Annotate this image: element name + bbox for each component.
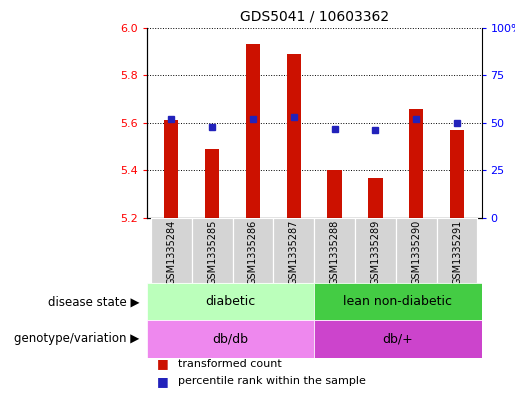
Bar [314,320,482,358]
Text: GSM1335290: GSM1335290 [411,220,421,285]
Text: GSM1335291: GSM1335291 [452,220,462,285]
Text: GSM1335285: GSM1335285 [207,220,217,285]
Text: diabetic: diabetic [205,295,255,308]
Bar [232,218,273,283]
Text: genotype/variation ▶: genotype/variation ▶ [14,332,139,345]
Text: GSM1335289: GSM1335289 [370,220,381,285]
Text: db/db: db/db [213,332,248,345]
Bar [246,44,260,218]
Text: db/+: db/+ [383,332,413,345]
Text: GSM1335288: GSM1335288 [330,220,339,285]
Bar [328,171,342,218]
Bar [286,54,301,218]
Text: GSM1335284: GSM1335284 [166,220,176,285]
Text: transformed count: transformed count [178,358,281,369]
Bar [368,178,383,218]
Bar [314,218,355,283]
Bar [437,218,477,283]
Bar [192,218,232,283]
Text: GSM1335287: GSM1335287 [289,220,299,285]
Bar [273,218,314,283]
Text: GSM1335286: GSM1335286 [248,220,258,285]
Text: lean non-diabetic: lean non-diabetic [344,295,452,308]
Text: ■: ■ [157,357,169,370]
Bar [314,283,482,320]
Title: GDS5041 / 10603362: GDS5041 / 10603362 [239,9,389,24]
Bar [205,149,219,218]
Bar [147,283,314,320]
Text: disease state ▶: disease state ▶ [47,295,139,308]
Text: ■: ■ [157,375,169,388]
Text: percentile rank within the sample: percentile rank within the sample [178,376,366,386]
Bar [147,320,314,358]
Bar [355,218,396,283]
Bar [164,120,178,218]
Bar [151,218,192,283]
Bar [450,130,464,218]
Bar [409,108,423,218]
Bar [396,218,437,283]
